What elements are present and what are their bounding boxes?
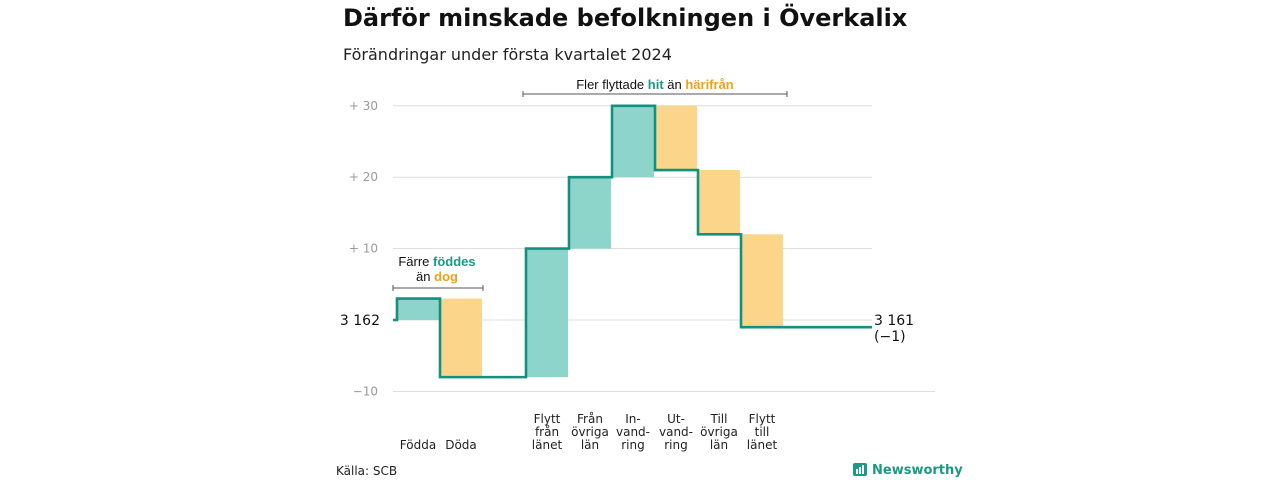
waterfall-step-line [393, 104, 872, 379]
category-label: ring [621, 438, 645, 452]
end-value-label: 3 161 [874, 313, 914, 329]
annotation-migration: Fler flyttade hit än härifrån [576, 77, 734, 92]
chart-subtitle: Förändringar under första kvartalet 2024 [343, 45, 672, 64]
category-label: In- [625, 412, 640, 426]
category-label: Flytt [534, 412, 561, 426]
category-label: från [535, 425, 559, 439]
brand-label: Newsworthy [872, 463, 963, 478]
bars [397, 105, 783, 378]
y-tick-label: + 10 [349, 242, 378, 256]
category-label: Till [710, 412, 728, 426]
category-label: övriga [571, 425, 609, 439]
category-label: Från [577, 412, 603, 426]
category-label: vand- [659, 425, 693, 439]
category-label: till [755, 425, 770, 439]
category-label: Flytt [749, 412, 776, 426]
end-change-label: (−1) [874, 329, 906, 345]
category-label: länet [532, 438, 563, 452]
annotation-births-deaths: Färre föddes [398, 254, 475, 269]
bar-7 [698, 170, 740, 235]
bar-4 [569, 177, 611, 249]
category-label: övriga [700, 425, 738, 439]
category-label: län [710, 438, 728, 452]
bar-5 [612, 105, 654, 178]
category-label: Födda [400, 438, 436, 452]
step-line [393, 104, 872, 379]
bar-2 [440, 298, 482, 378]
category-label: Döda [445, 438, 477, 452]
category-label: vand- [616, 425, 650, 439]
bar-1 [397, 298, 439, 320]
category-label: län [581, 438, 599, 452]
source-label: Källa: SCB [336, 464, 397, 478]
newsworthy-logo: Newsworthy [853, 463, 963, 478]
start-value-label: 3 162 [340, 313, 380, 329]
category-label: Ut- [667, 412, 685, 426]
bar-6 [655, 105, 697, 171]
y-tick-label: −10 [353, 384, 378, 398]
category-label: ring [664, 438, 688, 452]
chart-title: Därför minskade befolkningen i Överkalix [343, 4, 908, 32]
bar-8 [741, 234, 783, 328]
y-tick-label: + 30 [349, 99, 378, 113]
category-label: länet [747, 438, 778, 452]
y-tick-label: + 20 [349, 170, 378, 184]
bar-3 [526, 248, 568, 378]
annotation-births-deaths: än dog [416, 269, 458, 284]
